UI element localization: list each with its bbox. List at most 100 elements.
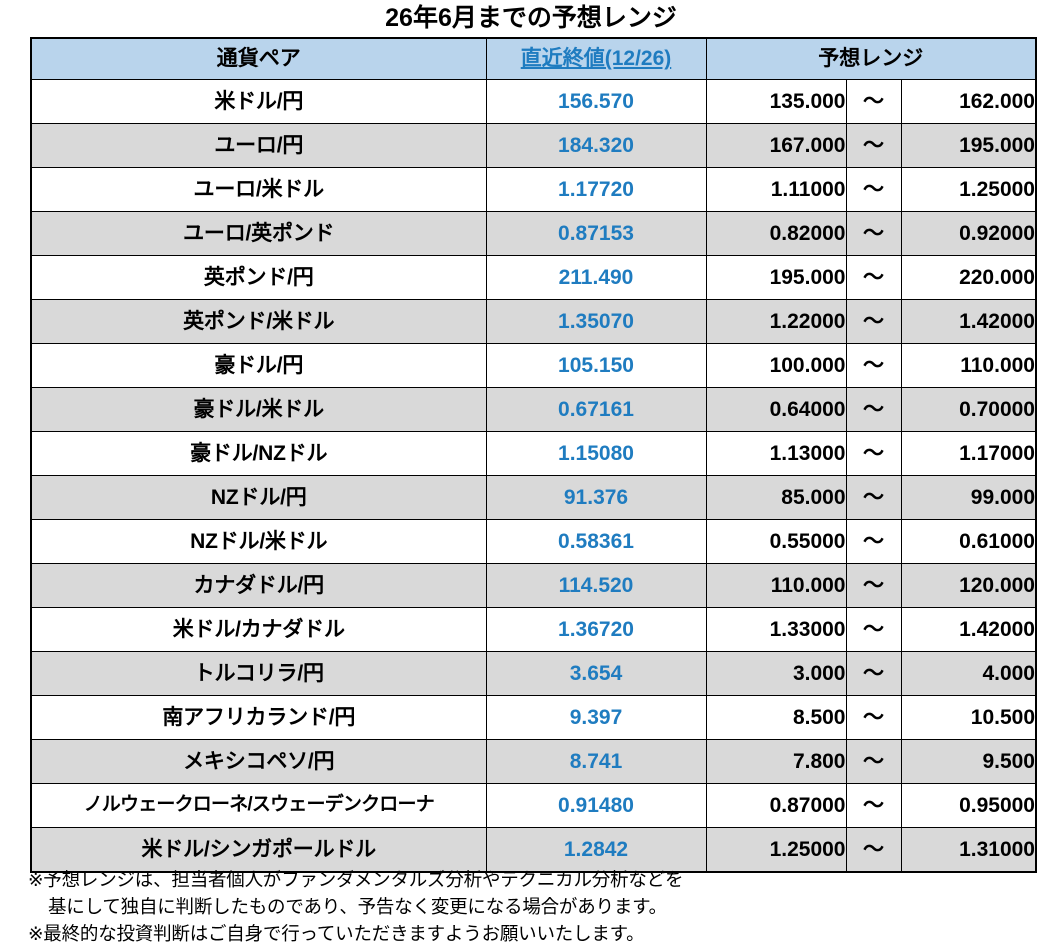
table-row: ユーロ/英ポンド 0.87153 0.82000 ～ 0.92000 <box>30 211 1037 256</box>
table-row: NZドル/米ドル 0.58361 0.55000 ～ 0.61000 <box>30 519 1037 564</box>
cell-range-high: 110.000 <box>900 343 1037 388</box>
cell-currency-pair: 英ポンド/米ドル <box>30 299 487 344</box>
cell-range-high: 1.25000 <box>900 167 1037 212</box>
cell-range-low: 0.64000 <box>705 387 847 432</box>
cell-range-high: 1.17000 <box>900 431 1037 476</box>
cell-latest-close: 1.36720 <box>485 607 707 652</box>
cell-currency-pair: 豪ドル/米ドル <box>30 387 487 432</box>
table-body: 米ドル/円 156.570 135.000 ～ 162.000 ユーロ/円 184.320 1… <box>30 79 1037 873</box>
cell-range-low: 167.000 <box>705 123 847 168</box>
cell-range-separator: ～ <box>845 519 902 564</box>
table-row: ノルウェークローネ/スウェーデンクローナ 0.91480 0.87000 ～ 0.950… <box>30 783 1037 828</box>
table-row: 英ポンド/米ドル 1.35070 1.22000 ～ 1.42000 <box>30 299 1037 344</box>
cell-latest-close: 0.87153 <box>485 211 707 256</box>
cell-range-low: 135.000 <box>705 79 847 124</box>
cell-currency-pair: NZドル/米ドル <box>30 519 487 564</box>
cell-latest-close: 91.376 <box>485 475 707 520</box>
cell-range-low: 7.800 <box>705 739 847 784</box>
table-row: ユーロ/米ドル 1.17720 1.11000 ～ 1.25000 <box>30 167 1037 212</box>
forecast-range-table: 通貨ペア 直近終値(12/26) 予想レンジ 米ドル/円 156.570 135.0… <box>30 37 1037 873</box>
cell-range-separator: ～ <box>845 475 902 520</box>
cell-currency-pair: 南アフリカランド/円 <box>30 695 487 740</box>
cell-currency-pair: 英ポンド/円 <box>30 255 487 300</box>
cell-range-separator: ～ <box>845 695 902 740</box>
table-row: トルコリラ/円 3.654 3.000 ～ 4.000 <box>30 651 1037 696</box>
table-row: 米ドル/円 156.570 135.000 ～ 162.000 <box>30 79 1037 124</box>
note-line: 基にして独自に判断したものであり、予告なく変更になる場合があります。 <box>48 896 667 917</box>
cell-range-low: 0.82000 <box>705 211 847 256</box>
cell-range-high: 0.70000 <box>900 387 1037 432</box>
cell-range-separator: ～ <box>845 167 902 212</box>
cell-range-high: 0.61000 <box>900 519 1037 564</box>
cell-range-high: 10.500 <box>900 695 1037 740</box>
cell-latest-close: 0.58361 <box>485 519 707 564</box>
cell-range-high: 1.31000 <box>900 827 1037 873</box>
cell-range-high: 220.000 <box>900 255 1037 300</box>
cell-range-low: 100.000 <box>705 343 847 388</box>
cell-range-low: 110.000 <box>705 563 847 608</box>
cell-latest-close: 9.397 <box>485 695 707 740</box>
cell-range-high: 99.000 <box>900 475 1037 520</box>
table-row: カナダドル/円 114.520 110.000 ～ 120.000 <box>30 563 1037 608</box>
cell-range-high: 0.92000 <box>900 211 1037 256</box>
cell-currency-pair: 米ドル/シンガポールドル <box>30 827 487 873</box>
cell-range-separator: ～ <box>845 299 902 344</box>
forecast-range-table-container: 通貨ペア 直近終値(12/26) 予想レンジ 米ドル/円 156.570 135.0… <box>30 37 1037 873</box>
table-row: NZドル/円 91.376 85.000 ～ 99.000 <box>30 475 1037 520</box>
cell-latest-close: 0.91480 <box>485 783 707 828</box>
cell-range-low: 1.22000 <box>705 299 847 344</box>
cell-range-low: 8.500 <box>705 695 847 740</box>
table-row: 豪ドル/円 105.150 100.000 ～ 110.000 <box>30 343 1037 388</box>
cell-range-separator: ～ <box>845 607 902 652</box>
cell-range-separator: ～ <box>845 211 902 256</box>
cell-currency-pair: 豪ドル/NZドル <box>30 431 487 476</box>
cell-range-high: 9.500 <box>900 739 1037 784</box>
cell-range-separator: ～ <box>845 387 902 432</box>
table-row: 豪ドル/NZドル 1.15080 1.13000 ～ 1.17000 <box>30 431 1037 476</box>
cell-range-high: 4.000 <box>900 651 1037 696</box>
cell-range-low: 1.33000 <box>705 607 847 652</box>
cell-range-separator: ～ <box>845 651 902 696</box>
table-row: 英ポンド/円 211.490 195.000 ～ 220.000 <box>30 255 1037 300</box>
cell-latest-close: 8.741 <box>485 739 707 784</box>
column-header-forecast-range: 予想レンジ <box>705 37 1037 80</box>
cell-range-high: 162.000 <box>900 79 1037 124</box>
table-header-row: 通貨ペア 直近終値(12/26) 予想レンジ <box>30 37 1037 80</box>
cell-latest-close: 114.520 <box>485 563 707 608</box>
cell-latest-close: 1.15080 <box>485 431 707 476</box>
cell-latest-close: 1.35070 <box>485 299 707 344</box>
cell-currency-pair: ユーロ/英ポンド <box>30 211 487 256</box>
cell-range-high: 195.000 <box>900 123 1037 168</box>
cell-latest-close: 1.17720 <box>485 167 707 212</box>
cell-latest-close: 105.150 <box>485 343 707 388</box>
cell-currency-pair: カナダドル/円 <box>30 563 487 608</box>
table-row: 米ドル/カナダドル 1.36720 1.33000 ～ 1.42000 <box>30 607 1037 652</box>
cell-range-high: 1.42000 <box>900 299 1037 344</box>
cell-range-low: 1.13000 <box>705 431 847 476</box>
cell-range-separator: ～ <box>845 123 902 168</box>
cell-range-high: 120.000 <box>900 563 1037 608</box>
column-header-latest-close: 直近終値(12/26) <box>485 37 707 80</box>
cell-range-separator: ～ <box>845 79 902 124</box>
cell-range-low: 0.55000 <box>705 519 847 564</box>
cell-range-low: 0.87000 <box>705 783 847 828</box>
cell-latest-close: 3.654 <box>485 651 707 696</box>
cell-range-separator: ～ <box>845 255 902 300</box>
table-row: 豪ドル/米ドル 0.67161 0.64000 ～ 0.70000 <box>30 387 1037 432</box>
cell-latest-close: 184.320 <box>485 123 707 168</box>
table-row: 南アフリカランド/円 9.397 8.500 ～ 10.500 <box>30 695 1037 740</box>
page-title: 26年6月までの予想レンジ <box>385 4 677 32</box>
cell-currency-pair: メキシコペソ/円 <box>30 739 487 784</box>
cell-range-low: 85.000 <box>705 475 847 520</box>
cell-latest-close: 0.67161 <box>485 387 707 432</box>
cell-currency-pair: トルコリラ/円 <box>30 651 487 696</box>
cell-currency-pair: 豪ドル/円 <box>30 343 487 388</box>
cell-range-separator: ～ <box>845 563 902 608</box>
cell-range-separator: ～ <box>845 431 902 476</box>
note-line: ※予想レンジは、担当者個人がファンダメンタルズ分析やテクニカル分析などを <box>28 869 684 890</box>
cell-range-low: 3.000 <box>705 651 847 696</box>
table-row: 米ドル/シンガポールドル 1.2842 1.25000 ～ 1.31000 <box>30 827 1037 873</box>
cell-range-low: 195.000 <box>705 255 847 300</box>
cell-currency-pair: NZドル/円 <box>30 475 487 520</box>
